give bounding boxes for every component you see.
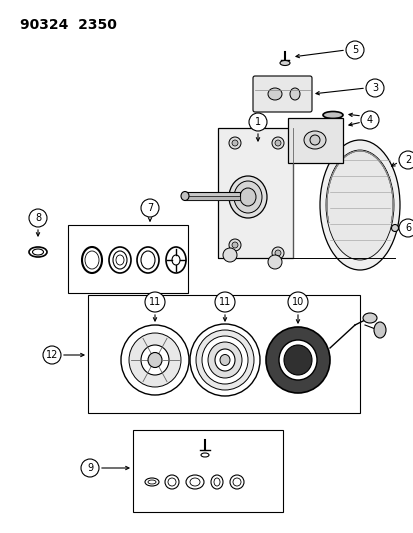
Text: 5: 5 xyxy=(351,45,357,55)
Ellipse shape xyxy=(121,325,189,395)
Circle shape xyxy=(274,250,280,256)
Text: 7: 7 xyxy=(147,203,153,213)
Ellipse shape xyxy=(171,255,180,265)
Ellipse shape xyxy=(322,123,342,130)
Circle shape xyxy=(223,248,236,262)
Ellipse shape xyxy=(233,478,240,486)
Ellipse shape xyxy=(129,333,180,387)
Ellipse shape xyxy=(137,247,159,273)
Text: 8: 8 xyxy=(35,213,41,223)
Ellipse shape xyxy=(211,475,223,489)
Ellipse shape xyxy=(113,251,127,269)
FancyBboxPatch shape xyxy=(252,76,311,112)
Ellipse shape xyxy=(267,88,281,100)
Bar xyxy=(68,225,188,293)
Ellipse shape xyxy=(289,88,299,100)
Ellipse shape xyxy=(362,313,376,323)
Circle shape xyxy=(287,292,307,312)
Ellipse shape xyxy=(279,61,289,66)
Circle shape xyxy=(267,255,281,269)
Ellipse shape xyxy=(147,352,161,367)
Circle shape xyxy=(398,151,413,169)
Ellipse shape xyxy=(109,247,131,273)
Text: 1: 1 xyxy=(254,117,261,127)
Circle shape xyxy=(141,199,159,217)
Text: 11: 11 xyxy=(218,297,230,307)
Ellipse shape xyxy=(166,247,185,273)
Ellipse shape xyxy=(190,324,259,396)
Ellipse shape xyxy=(278,340,316,380)
Ellipse shape xyxy=(195,330,254,390)
Ellipse shape xyxy=(85,251,99,269)
Text: 10: 10 xyxy=(291,297,304,307)
Text: 12: 12 xyxy=(46,350,58,360)
Circle shape xyxy=(231,242,237,248)
Ellipse shape xyxy=(230,475,243,489)
Ellipse shape xyxy=(266,327,329,393)
Ellipse shape xyxy=(219,354,230,366)
Text: 9: 9 xyxy=(87,463,93,473)
Ellipse shape xyxy=(303,131,325,149)
Circle shape xyxy=(29,209,47,227)
Ellipse shape xyxy=(309,135,319,145)
Bar xyxy=(185,192,240,200)
Circle shape xyxy=(248,113,266,131)
Ellipse shape xyxy=(141,345,169,375)
Text: 90324  2350: 90324 2350 xyxy=(20,18,116,32)
Ellipse shape xyxy=(373,322,385,338)
Ellipse shape xyxy=(168,478,176,486)
Bar xyxy=(88,295,359,413)
Circle shape xyxy=(145,292,165,312)
Ellipse shape xyxy=(201,453,209,457)
Ellipse shape xyxy=(29,247,47,257)
Circle shape xyxy=(345,41,363,59)
Text: 6: 6 xyxy=(404,223,410,233)
Ellipse shape xyxy=(228,176,266,218)
Text: 2: 2 xyxy=(404,155,410,165)
Ellipse shape xyxy=(322,111,342,118)
Ellipse shape xyxy=(180,191,189,200)
Ellipse shape xyxy=(116,255,124,265)
Circle shape xyxy=(43,346,61,364)
Text: 4: 4 xyxy=(366,115,372,125)
Bar xyxy=(133,430,282,512)
Circle shape xyxy=(228,137,240,149)
Ellipse shape xyxy=(391,224,398,231)
Circle shape xyxy=(360,111,378,129)
Ellipse shape xyxy=(214,478,219,486)
Ellipse shape xyxy=(319,140,399,270)
Circle shape xyxy=(398,219,413,237)
Ellipse shape xyxy=(202,336,247,384)
Circle shape xyxy=(231,140,237,146)
Text: 11: 11 xyxy=(149,297,161,307)
Ellipse shape xyxy=(325,150,393,260)
Ellipse shape xyxy=(147,480,156,484)
Ellipse shape xyxy=(214,349,235,371)
Circle shape xyxy=(81,459,99,477)
Ellipse shape xyxy=(233,181,261,213)
Bar xyxy=(185,196,240,200)
FancyBboxPatch shape xyxy=(287,118,342,163)
Ellipse shape xyxy=(145,478,159,486)
Circle shape xyxy=(365,79,383,97)
Ellipse shape xyxy=(190,478,199,486)
Ellipse shape xyxy=(207,342,242,378)
FancyBboxPatch shape xyxy=(218,128,292,258)
Ellipse shape xyxy=(240,188,255,206)
Ellipse shape xyxy=(33,249,43,255)
Circle shape xyxy=(214,292,235,312)
Ellipse shape xyxy=(185,475,204,489)
Circle shape xyxy=(228,239,240,251)
Circle shape xyxy=(271,247,283,259)
Ellipse shape xyxy=(82,247,102,273)
Circle shape xyxy=(271,137,283,149)
Ellipse shape xyxy=(283,345,311,375)
Circle shape xyxy=(274,140,280,146)
Ellipse shape xyxy=(141,251,154,269)
Ellipse shape xyxy=(165,475,178,489)
Text: 3: 3 xyxy=(371,83,377,93)
